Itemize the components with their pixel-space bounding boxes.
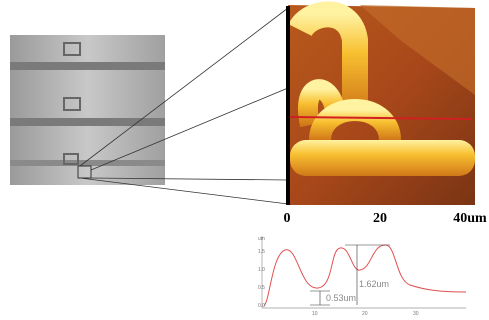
- y-tick-label: 1.0: [258, 267, 265, 273]
- axis-label: 0: [284, 211, 291, 226]
- afm-image: [288, 5, 475, 205]
- x-tick-label: 10: [312, 311, 318, 317]
- x-tick-label: 30: [413, 311, 419, 317]
- figure: 0 20 40um um 1.5 1.0 0.5 0.0 10 20 30 1.…: [0, 0, 489, 320]
- y-tick-label: 0.5: [258, 285, 265, 291]
- unit-label: um: [258, 236, 265, 242]
- profile-plot: [262, 236, 466, 308]
- micrograph: [10, 35, 165, 185]
- annotation: 1.62um: [359, 279, 389, 289]
- x-tick-label: 20: [362, 311, 368, 317]
- axis-label: 40um: [453, 211, 487, 226]
- y-tick-label: 0.0: [258, 303, 265, 309]
- y-tick-label: 1.5: [258, 249, 265, 255]
- annotation: 0.53um: [326, 293, 356, 303]
- axis-label: 20: [373, 211, 387, 226]
